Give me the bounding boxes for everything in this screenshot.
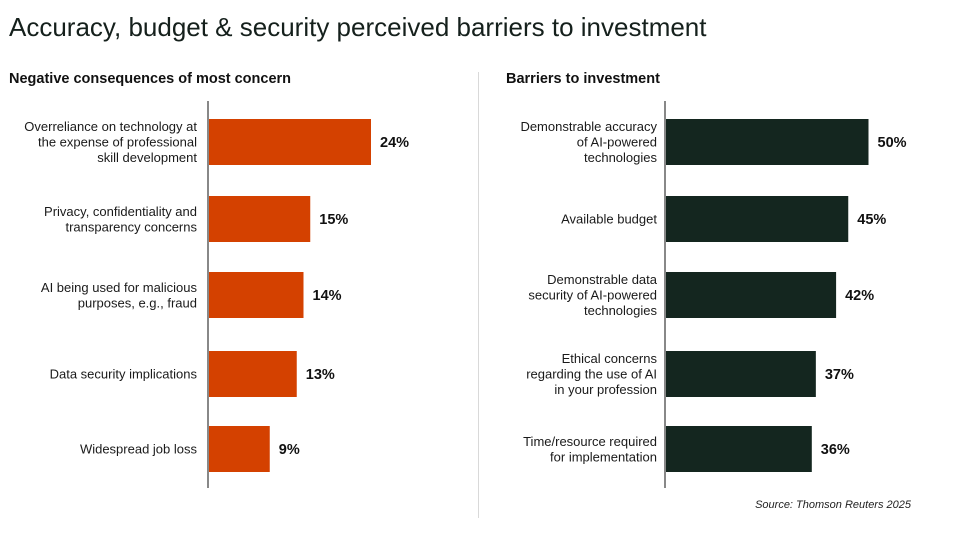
bar — [209, 426, 270, 472]
category-label: Time/resource required for implementation — [523, 434, 657, 465]
value-label: 24% — [380, 135, 409, 151]
value-label: 37% — [825, 367, 854, 383]
source-note: Source: Thomson Reuters 2025 — [755, 499, 911, 511]
right-chart-title: Barriers to investment — [506, 71, 660, 87]
value-label: 50% — [878, 135, 907, 151]
bar — [666, 272, 837, 318]
value-label: 42% — [845, 288, 874, 304]
negative-consequences-chart: 24% Overreliance on technology at the expe… — [24, 101, 409, 488]
panel-divider — [478, 72, 479, 518]
category-label: Privacy, confidentiality and transparency… — [44, 204, 197, 235]
bar — [209, 272, 304, 318]
value-label: 15% — [319, 212, 348, 228]
category-label: Widespread job loss — [80, 442, 198, 457]
bar — [209, 119, 371, 165]
category-label: Demonstrable data security of AI-powered t… — [528, 272, 657, 318]
bar — [209, 196, 311, 242]
value-label: 36% — [821, 442, 850, 458]
value-label: 45% — [857, 212, 886, 228]
category-label: Available budget — [561, 212, 657, 227]
value-label: 14% — [313, 288, 342, 304]
left-chart-title: Negative consequences of most concern — [9, 71, 292, 87]
category-label: AI being used for malicious purposes, e.g… — [41, 280, 198, 311]
category-label: Ethical concerns regarding the use of AI i… — [526, 351, 657, 397]
value-label: 9% — [279, 442, 300, 458]
category-label: Data security implications — [50, 367, 198, 382]
category-label: Demonstrable accuracy of AI-powered techno… — [520, 119, 657, 165]
bar — [666, 351, 816, 397]
bar — [666, 196, 849, 242]
bar — [666, 119, 869, 165]
page-title: Accuracy, budget & security perceived ba… — [9, 12, 707, 42]
bar — [666, 426, 812, 472]
value-label: 13% — [306, 367, 335, 383]
bar — [209, 351, 297, 397]
category-label: Overreliance on technology at the expense… — [24, 119, 197, 165]
